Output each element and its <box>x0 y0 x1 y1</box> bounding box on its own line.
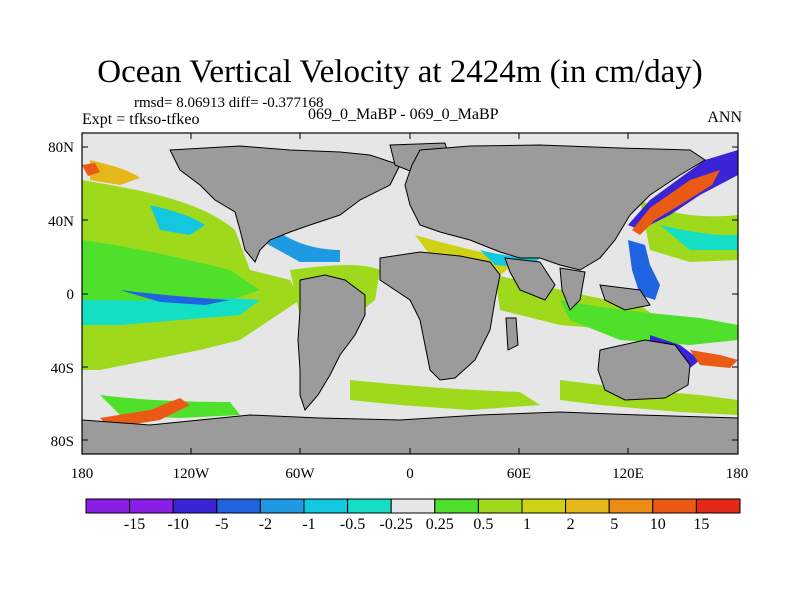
colorbar-swatch <box>390 498 436 514</box>
colorbar-swatch <box>652 498 697 514</box>
colorbar-label: -10 <box>167 516 189 533</box>
colorbar-swatch <box>565 498 610 514</box>
lon-tick-label: 60W <box>285 466 315 482</box>
colorbar-label: 0.5 <box>473 516 494 533</box>
colorbar-label: 5 <box>610 516 619 533</box>
land-north-america <box>169 145 401 263</box>
land-india <box>559 267 586 311</box>
land-south-america <box>297 274 366 411</box>
colorbar-swatch <box>347 498 392 514</box>
experiment-label: Expt = tfkso-tfkeo <box>82 111 200 128</box>
colorbar-label: -0.5 <box>339 516 366 533</box>
land-masses <box>81 142 739 455</box>
land-madagascar <box>505 317 519 351</box>
stats-label: rmsd= 8.06913 diff= -0.377168 <box>134 95 324 111</box>
lon-tick-label: 0 <box>406 466 414 482</box>
lon-tick-label: 60E <box>506 466 532 482</box>
land-arabia <box>504 257 556 301</box>
colorbar-swatch <box>259 498 305 514</box>
season-label: ANN <box>707 109 742 126</box>
colorbar-swatch <box>172 498 218 514</box>
colorbar-label: -5 <box>215 516 229 533</box>
lat-tick-label: 0 <box>66 287 75 303</box>
land-eurasia <box>404 144 706 271</box>
colorbar-swatch <box>129 498 174 514</box>
colorbar-swatch <box>434 498 479 514</box>
lon-tick-label: 120W <box>172 466 210 482</box>
colorbar-swatch <box>521 498 567 514</box>
colorbar-swatch <box>695 498 741 514</box>
colorbar-label: -1 <box>302 516 316 533</box>
colorbar <box>85 498 741 514</box>
land-australia <box>597 339 691 401</box>
axis-ticks <box>81 133 739 454</box>
colorbar-label: 10 <box>649 516 666 533</box>
lat-tick-label: 40N <box>48 214 74 230</box>
land-africa <box>379 251 501 381</box>
colorbar-label: -0.25 <box>379 516 413 533</box>
lat-tick-label: 40S <box>50 361 74 377</box>
colorbar-swatch <box>477 498 523 514</box>
colorbar-swatch <box>303 498 349 514</box>
colorbar-swatch <box>85 498 131 514</box>
lon-tick-label: 180 <box>725 466 749 482</box>
lat-tick-label: 80N <box>48 140 74 156</box>
colorbar-label: 0.25 <box>425 516 454 533</box>
velocity-field <box>82 150 738 428</box>
colorbar-label: -15 <box>123 516 146 533</box>
plot-title: Ocean Vertical Velocity at 2424m (in cm/… <box>97 54 703 90</box>
colorbar-label: 1 <box>523 516 531 533</box>
land-maritime-continent <box>599 284 651 311</box>
lon-tick-label: 180 <box>70 466 94 482</box>
colorbar-swatch <box>216 498 261 514</box>
lon-tick-label: 120E <box>612 466 644 482</box>
colorbar-swatch <box>608 498 654 514</box>
case-label: 069_0_MaBP - 069_0_MaBP <box>308 106 499 123</box>
colorbar-label: -2 <box>258 516 273 533</box>
lat-tick-label: 80S <box>50 434 74 450</box>
colorbar-label: 2 <box>566 516 575 533</box>
colorbar-label: 15 <box>693 516 710 533</box>
